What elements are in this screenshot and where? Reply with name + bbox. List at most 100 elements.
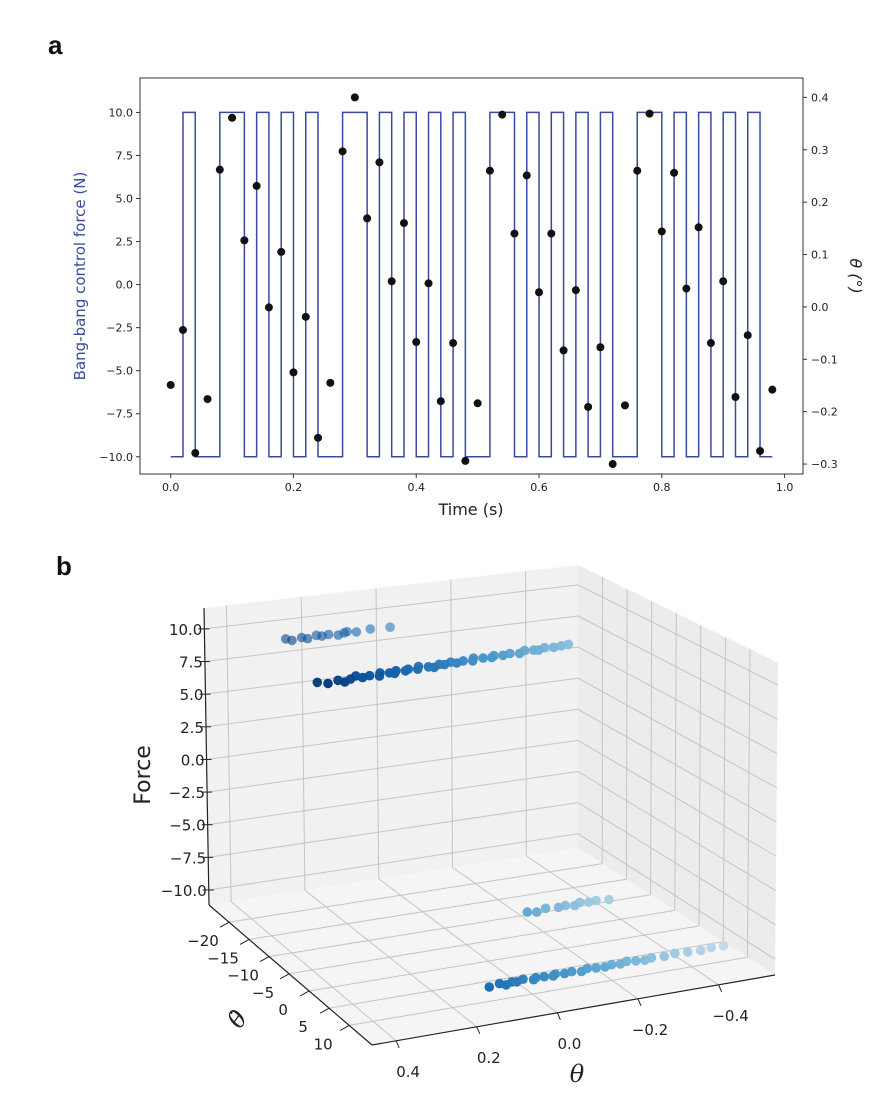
grid-line-thetadot-wall	[746, 649, 751, 958]
theta-point	[252, 181, 261, 190]
thetadot-tick-label: 5	[298, 1018, 308, 1036]
scatter-point	[429, 662, 440, 673]
theta-point	[559, 346, 568, 355]
theta-point	[682, 284, 691, 293]
panel-a-ylabel-right: θ (°)	[846, 258, 865, 293]
y-tick-label: −7.5	[106, 408, 133, 421]
theta-tick-label: −0.2	[632, 1021, 668, 1039]
scatter-point	[389, 668, 400, 679]
grid-line-force-left-wall	[204, 615, 579, 663]
scatter-point	[498, 650, 508, 661]
scatter-point	[533, 645, 544, 655]
scatter-point	[400, 666, 411, 676]
grid-line-force-right-wall	[577, 708, 777, 823]
force-tick-label: −10.0	[161, 882, 207, 900]
theta-point	[670, 168, 679, 177]
thetadot-tick-mark	[339, 1024, 350, 1031]
theta-point	[449, 339, 458, 348]
grid-line-theta-wall	[300, 596, 306, 891]
theta-point	[203, 395, 212, 404]
scatter-point	[323, 678, 333, 689]
scatter-point	[548, 642, 559, 653]
y-tick-label: 7.5	[116, 149, 134, 162]
x-tick-label: 1.0	[776, 481, 794, 494]
theta-point	[178, 325, 187, 334]
force-tick-label: 10.0	[169, 621, 202, 639]
grid-line-thetadot-wall	[722, 637, 726, 942]
theta-point	[547, 229, 556, 238]
scatter-point	[659, 951, 670, 962]
force-tick-label: 7.5	[179, 654, 203, 672]
theta-point	[596, 343, 605, 352]
grid-line-force-left-wall	[207, 739, 579, 793]
theta-point	[522, 171, 531, 180]
grid-line-thetadot-floor	[349, 956, 748, 1026]
scatter-point	[514, 648, 525, 659]
panel-b-label: b	[56, 551, 72, 581]
panel-a-ylabel-left: Bang-bang control force (N)	[71, 172, 89, 381]
theta-point	[485, 166, 494, 175]
scatter-point	[478, 653, 488, 663]
x-tick-label: 0.4	[408, 481, 426, 494]
grid-line-theta-floor	[304, 889, 478, 1028]
scatter-point	[548, 971, 558, 981]
panel-b-chart: 10.07.55.02.50.0−2.5−5.0−7.5−10.0−20−15−…	[161, 565, 779, 1081]
right-back-pane	[578, 565, 778, 975]
grid-line-thetadot-floor	[248, 878, 627, 940]
theta-tick-mark	[637, 998, 642, 1006]
scatter-point	[312, 677, 323, 688]
x-tick-label: 0.2	[285, 481, 303, 494]
scatter-point	[559, 968, 570, 979]
force-tick-label: −2.5	[169, 784, 205, 802]
grid-line-theta-floor	[452, 866, 639, 1000]
panel-a-label: a	[48, 30, 63, 60]
panel-a-xlabel: Time (s)	[437, 500, 503, 519]
scatter-point	[604, 894, 614, 905]
grid-line-theta-wall	[450, 579, 454, 868]
scatter-point	[522, 907, 533, 917]
grid-line-force-right-wall	[577, 615, 778, 720]
grid-line-theta-wall	[525, 571, 527, 856]
y-right-tick-label: −0.1	[811, 353, 838, 366]
theta-point	[277, 247, 286, 256]
thetadot-tick-mark	[219, 921, 230, 928]
scatter-point	[302, 633, 313, 644]
scatter-point	[540, 903, 551, 914]
grid-line-force-right-wall	[577, 739, 777, 857]
grid-line-force-left-wall	[207, 771, 579, 826]
scatter-point	[487, 652, 497, 663]
theta-point	[608, 460, 617, 469]
thetadot-tick-mark	[299, 990, 310, 997]
theta-axis-line	[371, 974, 776, 1046]
scatter-point	[640, 955, 650, 965]
force-tick-label: 2.5	[180, 719, 204, 737]
theta-point	[215, 165, 224, 174]
theta-point	[424, 279, 433, 288]
scatter-point	[695, 945, 706, 956]
grid-line-theta-floor	[526, 855, 719, 986]
scatter-point	[528, 974, 539, 985]
grid-line-thetadot-floor	[289, 909, 675, 975]
scatter-point	[631, 956, 641, 966]
theta-point	[289, 368, 298, 377]
grid-line-force-right-wall	[577, 802, 776, 926]
theta-point	[645, 109, 654, 118]
thetadot-tick-mark	[279, 973, 290, 980]
grid-line-force-left-wall	[208, 833, 579, 891]
theta-tick-label: 0.2	[477, 1049, 501, 1067]
grid-line-thetadot-wall	[625, 589, 628, 880]
y-right-tick-label: 0.0	[811, 301, 829, 314]
theta-point	[191, 449, 200, 458]
scatter-point	[584, 897, 594, 907]
y-right-tick-label: 0.3	[811, 144, 829, 157]
theta-tick-label: 0.0	[557, 1035, 581, 1053]
scatter-point	[365, 624, 376, 634]
theta-point	[412, 338, 421, 346]
theta-point	[399, 219, 408, 228]
x-tick-label: 0.0	[162, 481, 180, 494]
scatter-point	[615, 959, 626, 969]
theta-point	[166, 380, 175, 389]
y-tick-label: −10.0	[99, 451, 133, 464]
x-tick-label: 0.8	[653, 481, 671, 494]
scatter-point	[287, 635, 297, 646]
